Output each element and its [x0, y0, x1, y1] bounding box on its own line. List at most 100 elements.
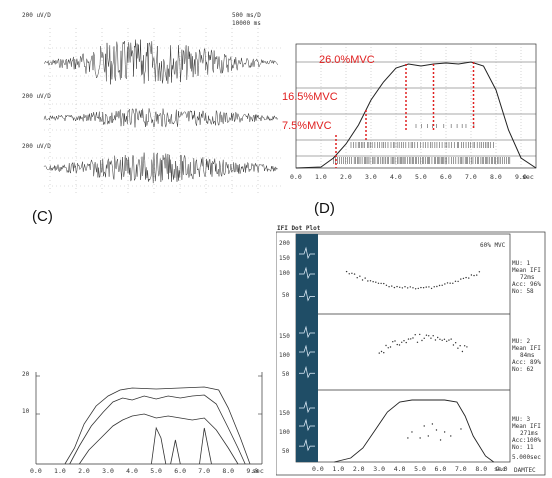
panel-label-d: (D) — [314, 200, 335, 217]
panel-c-x-tick-label: 0.0 — [30, 467, 42, 474]
ifi-dot-mu2 — [403, 340, 405, 342]
ifi-dot-mu2 — [443, 338, 446, 340]
mu2-no: No: 62 — [512, 366, 534, 373]
panel-b-raster — [333, 124, 511, 164]
panel-b-x-ticks: 0.0 1.0 2.0 3.0 4.0 5.0 6.0 7.0 8.0 9.0sec — [290, 173, 534, 181]
ifi-dot-mu1 — [391, 285, 393, 287]
mu-waveform-trace — [299, 289, 315, 302]
ifi-dot-mu1 — [393, 286, 396, 289]
panel-d-brand: DAMTEC — [514, 467, 536, 474]
panel-b-force-trace — [295, 61, 537, 169]
panel-c-x-tick-label: 4.0 — [126, 467, 138, 474]
panel-d-x-tick-label: 6.0 — [435, 465, 447, 473]
ifi-dot-mu1 — [383, 282, 385, 285]
d-r3-ytick-50: 50 — [282, 448, 290, 455]
ifi-dot-mu1 — [353, 273, 356, 275]
panel-b-x-tick-label: 8.0 — [490, 173, 502, 181]
ifi-dot-mu2 — [378, 352, 380, 354]
emg-trace-2 — [43, 108, 279, 128]
panel-b-x-tick-label: 5.0 — [415, 173, 427, 181]
ifi-dot-mu2 — [466, 346, 468, 348]
ifi-dot-mu1 — [473, 274, 475, 277]
ifi-dot-mu1 — [422, 287, 425, 289]
ifi-dot-mu3 — [450, 435, 452, 437]
ifi-dot-mu1 — [436, 285, 438, 288]
panel-b-x-tick-label: 3.0 — [365, 173, 377, 181]
ifi-dot-mu1 — [369, 280, 372, 282]
panel-c-plot: 0.0 1.0 2.0 3.0 4.0 5.0 6.0 7.0 8.0 9.0sec — [30, 372, 264, 474]
panel-b-x-unit: sec — [522, 173, 534, 181]
ifi-dot-mu3 — [423, 425, 425, 427]
ifi-dot-mu1 — [375, 281, 377, 283]
ifi-dot-mu2 — [394, 340, 396, 342]
ifi-dot-mu2 — [380, 350, 383, 353]
emg-trace-3 — [43, 152, 278, 184]
ifi-dot-mu2 — [459, 345, 461, 347]
annotation-16-mvc: 16.5%MVC — [282, 91, 338, 103]
ifi-dot-mu1 — [385, 284, 388, 286]
ifi-dot-mu2 — [461, 350, 464, 353]
panel-d-x-tick-label: 7.0 — [455, 465, 467, 473]
panel-c-curve-1 — [64, 386, 251, 465]
mu3-mean-label: Mean IFI — [512, 423, 541, 430]
ifi-dot-mu1 — [433, 286, 435, 288]
mu3-mean-value: 271ms — [520, 430, 539, 437]
mu2-mean-label: Mean IFI — [512, 345, 541, 352]
ifi-dot-mu2 — [421, 339, 423, 342]
ifi-dot-mu1 — [364, 277, 366, 279]
panel-c-x-tick-label: 9.0 — [246, 467, 258, 474]
panel-b-x-tick-label: 1.0 — [315, 173, 327, 181]
ifi-dot-mu1 — [404, 286, 406, 288]
ifi-dot-mu1 — [348, 273, 350, 275]
panel-d-waveform-thumbnails — [296, 234, 318, 462]
mu1-acc: Acc: 96% — [512, 281, 541, 288]
ifi-dot-mu1 — [345, 270, 348, 273]
panel-b-force-curve — [295, 61, 537, 169]
mu1-no: No: 58 — [512, 288, 534, 295]
panel-a-time-scale: 500 ms/D — [232, 12, 261, 19]
panel-b: 0.0 1.0 2.0 3.0 4.0 5.0 6.0 7.0 8.0 9.0 sec 26.0%M… — [282, 40, 544, 192]
ifi-dot-mu2 — [383, 352, 385, 354]
ifi-dot-mu1 — [444, 283, 446, 285]
mu1-info: MU: 1 Mean IFI 72ms Acc: 96% No: 58 — [512, 260, 546, 295]
ifi-dot-mu2 — [414, 334, 416, 336]
panel-b-x-tick-label: 0.0 — [290, 173, 302, 181]
panel-a-ch3-label: 200 uV/D — [22, 143, 51, 150]
panel-d-x-tick-label: 4.0 — [394, 465, 406, 473]
ifi-dot-mu3 — [439, 439, 442, 441]
ifi-dot-mu1 — [420, 286, 422, 289]
ifi-dot-mu3 — [431, 423, 434, 425]
ifi-dot-mu1 — [457, 280, 459, 283]
panel-b-frame — [295, 43, 537, 169]
ifi-dot-mu1 — [377, 282, 380, 284]
panel-b-x-tick-label: 6.0 — [440, 173, 452, 181]
ifi-dot-mu2 — [463, 345, 466, 347]
mu-waveform-trace — [299, 438, 315, 452]
ifi-dot-mu2 — [398, 344, 401, 346]
panel-b-x-tick-label: 7.0 — [465, 173, 477, 181]
mu-waveform-trace — [299, 266, 315, 280]
mu2-id: MU: 2 — [512, 338, 531, 345]
d-r2-ytick-100: 100 — [279, 352, 290, 359]
mu3-acc: Acc:100% — [512, 437, 541, 444]
panel-c: 0.0 1.0 2.0 3.0 4.0 5.0 6.0 7.0 8.0 9.0 sec 20 10 — [14, 368, 276, 474]
ifi-dot-mu1 — [446, 282, 449, 284]
panel-a-plot — [43, 28, 282, 196]
panel-c-curve-2 — [69, 394, 246, 465]
ifi-dot-mu1 — [441, 284, 443, 286]
ifi-dot-mu1 — [417, 287, 419, 290]
panel-c-x-tick-label: 8.0 — [222, 467, 234, 474]
ifi-dot-mu2 — [419, 333, 421, 336]
panel-b-plot: 0.0 1.0 2.0 3.0 4.0 5.0 6.0 7.0 8.0 9.0sec — [290, 43, 537, 181]
ifi-dot-mu2 — [405, 341, 407, 344]
ifi-dot-mu1 — [401, 287, 404, 289]
ifi-dot-mu2 — [385, 344, 387, 347]
ifi-dot-mu3 — [443, 431, 446, 433]
mu-waveform-trace — [299, 418, 315, 432]
panel-a-traces — [43, 39, 279, 184]
ifi-dot-mu2 — [454, 342, 457, 344]
panel-d-frame — [276, 231, 546, 476]
ifi-dot-mu3 — [407, 437, 409, 439]
panel-c-ytick-10: 10 — [22, 408, 30, 415]
emg-trace-1 — [43, 39, 279, 85]
